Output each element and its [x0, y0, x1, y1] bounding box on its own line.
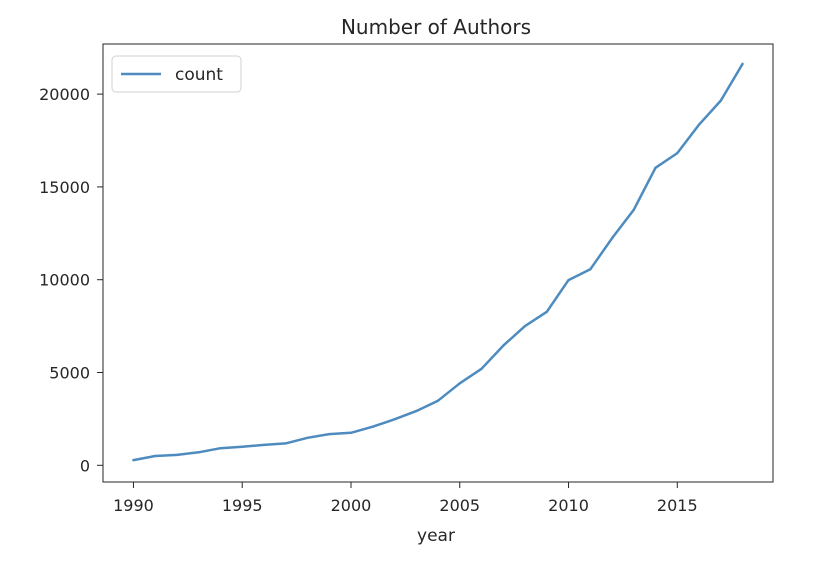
x-tick-label: 2015	[657, 496, 698, 515]
data-point	[697, 123, 701, 126]
x-tick-label: 2005	[439, 496, 480, 515]
data-point	[241, 445, 244, 448]
chart-title: Number of Authors	[341, 15, 531, 39]
data-point	[632, 208, 635, 211]
data-point	[589, 268, 592, 271]
data-point	[219, 447, 222, 450]
data-point	[610, 237, 614, 240]
x-axis: 1990 1995 2000 2005 2010 2015	[113, 482, 698, 515]
data-point	[154, 454, 157, 458]
data-point	[262, 443, 266, 447]
y-tick-label: 0	[80, 456, 90, 475]
x-tick-label: 1995	[222, 496, 263, 515]
data-point	[741, 62, 744, 66]
data-point	[676, 151, 679, 155]
y-tick-label: 15000	[39, 178, 90, 197]
data-point	[436, 399, 440, 402]
data-point	[654, 166, 657, 169]
legend-label-count: count	[175, 65, 223, 85]
data-point	[132, 458, 135, 462]
data-point	[502, 344, 505, 347]
data-point	[284, 442, 287, 445]
y-tick-label: 20000	[39, 85, 90, 104]
data-point	[545, 310, 548, 313]
data-point	[197, 451, 200, 454]
plot-area	[132, 62, 744, 462]
data-point	[175, 453, 179, 457]
x-tick-label: 2010	[548, 496, 589, 515]
x-axis-label: year	[417, 526, 455, 546]
plot-frame	[102, 43, 774, 483]
data-point	[349, 431, 353, 434]
y-tick-label: 10000	[39, 271, 90, 290]
x-tick-label: 1990	[113, 496, 154, 515]
data-point	[480, 367, 483, 370]
data-point	[567, 278, 570, 282]
data-point	[328, 432, 331, 436]
x-tick-label: 2000	[331, 496, 372, 515]
data-point	[393, 418, 396, 421]
data-point	[306, 436, 309, 439]
legend: count	[111, 55, 242, 93]
data-point	[523, 324, 527, 328]
data-point	[415, 409, 418, 413]
data-point	[719, 99, 722, 102]
data-point	[458, 382, 461, 385]
legend-box	[111, 55, 242, 93]
y-axis: 0 5000 10000 15000 20000	[39, 85, 103, 475]
data-point	[371, 425, 374, 428]
y-tick-label: 5000	[49, 364, 90, 383]
